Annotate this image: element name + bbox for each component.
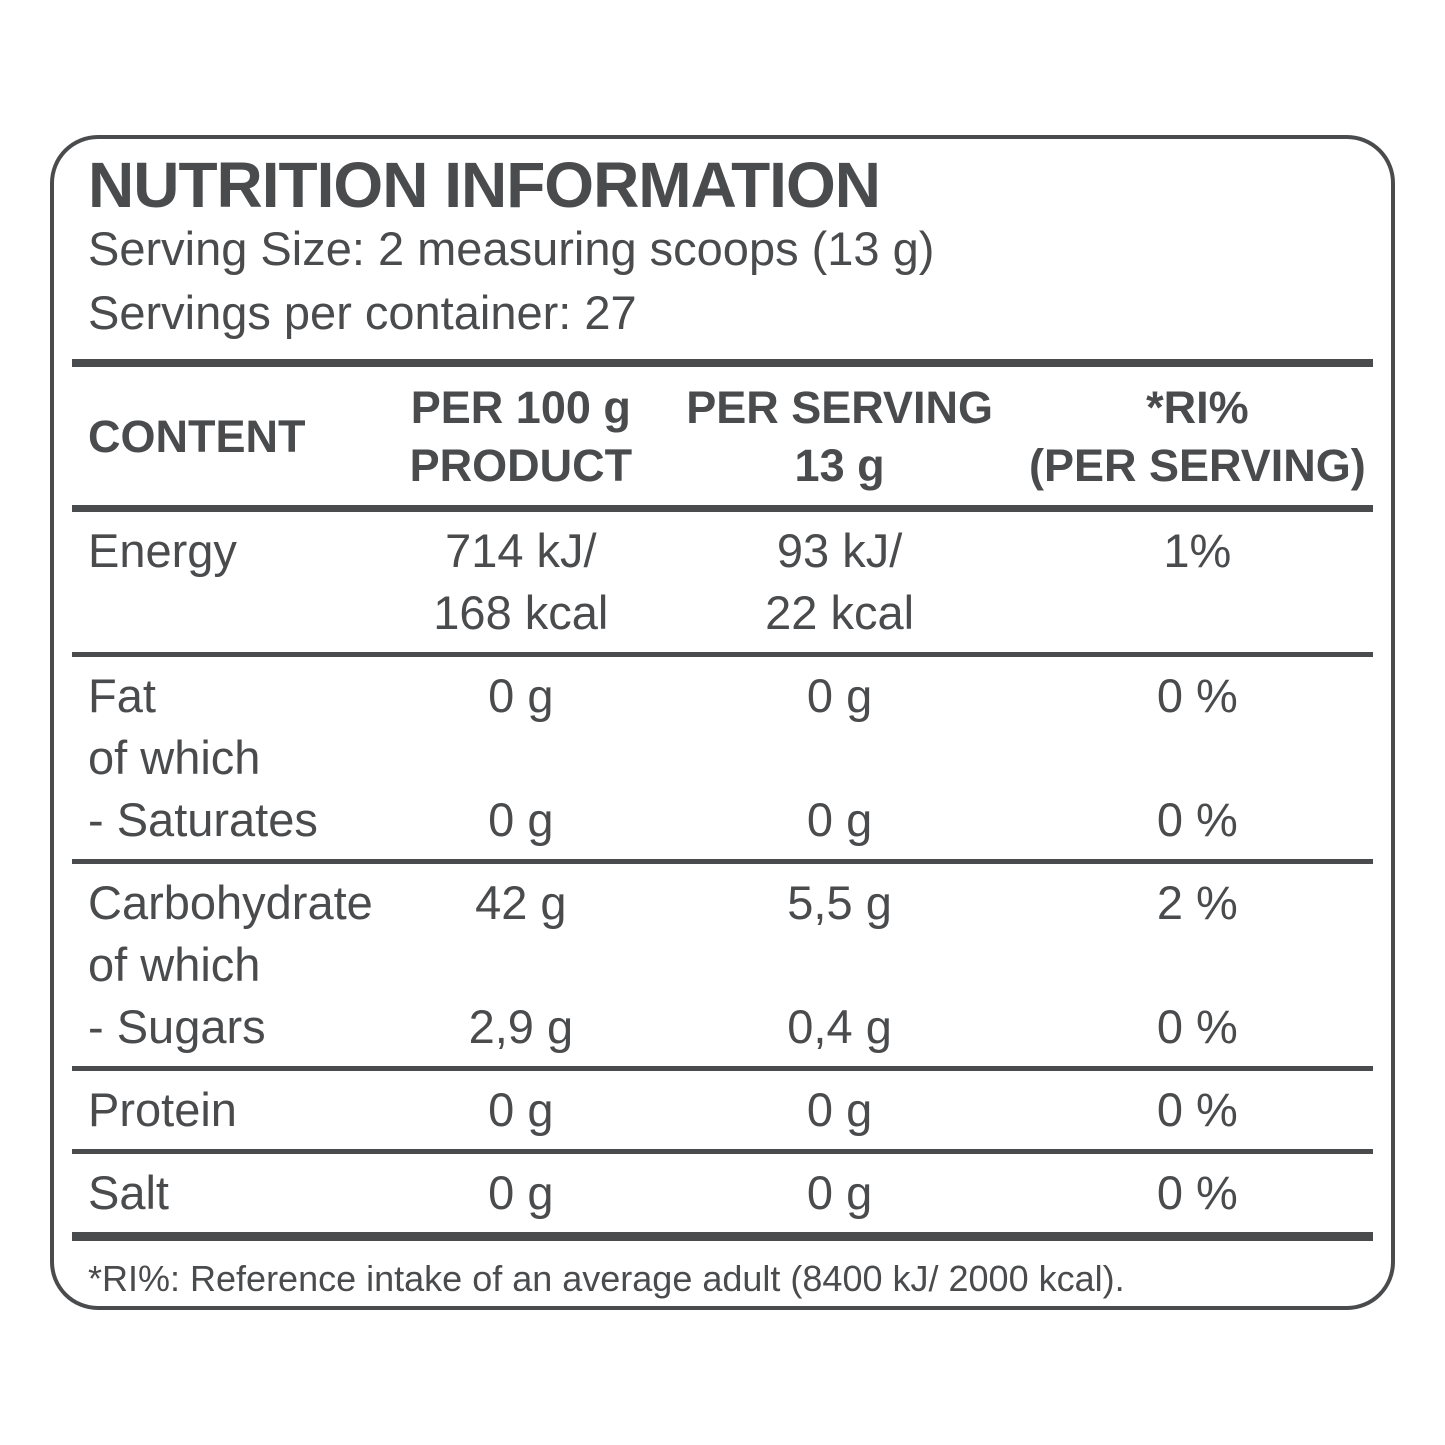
row-fat: Fat 0 g 0 g 0 % of which - Saturates 0 g…: [72, 657, 1373, 859]
column-header-per-100g-line2: PRODUCT: [409, 440, 633, 491]
cell-per100: 42 g: [475, 876, 567, 929]
row-protein-line1: Protein 0 g 0 g 0 %: [72, 1079, 1373, 1141]
divider-row: [72, 1149, 1373, 1154]
divider-row: [72, 652, 1373, 657]
cell-label: Carbohydrate: [88, 876, 373, 929]
divider-bottom: [72, 1232, 1373, 1241]
cell-per100: 714 kJ/: [445, 524, 597, 577]
row-sugars: - Sugars 2,9 g 0,4 g 0 %: [72, 996, 1373, 1058]
cell-per100: 0 g: [488, 1166, 554, 1219]
row-energy-line1: Energy 714 kJ/ 93 kJ/ 1%: [72, 520, 1373, 582]
cell-label: of which: [88, 731, 261, 784]
table-header: CONTENT PER 100 g PRODUCT PER SERVING 13…: [72, 367, 1373, 505]
divider-row: [72, 859, 1373, 864]
row-protein: Protein 0 g 0 g 0 %: [72, 1071, 1373, 1149]
column-header-content: CONTENT: [88, 411, 306, 462]
row-salt: Salt 0 g 0 g 0 %: [72, 1154, 1373, 1232]
cell-label: Protein: [88, 1083, 237, 1136]
cell-serving: 93 kJ/: [776, 524, 903, 577]
column-header-per-serving: PER SERVING 13 g: [657, 379, 1021, 495]
cell-label: Energy: [88, 524, 237, 577]
cell-ri: 0 %: [1156, 1000, 1238, 1053]
cell-per100: 168 kcal: [433, 586, 609, 639]
column-header-ri-percent-line1: *RI%: [1146, 382, 1249, 433]
column-header-per-100g: PER 100 g PRODUCT: [384, 379, 657, 495]
cell-per100: 0 g: [488, 1083, 554, 1136]
cell-label: - Saturates: [88, 793, 318, 846]
column-header-per-100g-line1: PER 100 g: [410, 382, 631, 433]
cell-serving: 0 g: [806, 1166, 873, 1219]
divider-top: [72, 359, 1373, 367]
cell-label: Salt: [88, 1166, 169, 1219]
cell-ri: 0 %: [1156, 669, 1238, 722]
row-saturates: - Saturates 0 g 0 g 0 %: [72, 789, 1373, 851]
servings-per-container-text: Servings per container: 27: [88, 286, 637, 339]
cell-serving: 5,5 g: [787, 876, 892, 929]
cell-ri: 2 %: [1156, 876, 1238, 929]
column-header-per-serving-line2: 13 g: [794, 440, 885, 491]
cell-serving: 22 kcal: [765, 586, 915, 639]
divider-header: [72, 505, 1373, 512]
cell-serving: 0 g: [806, 669, 873, 722]
cell-per100: 0 g: [488, 793, 554, 846]
column-header-per-serving-line1: PER SERVING: [686, 382, 993, 433]
row-carbohydrate: Carbohydrate 42 g 5,5 g 2 % of which - S…: [72, 864, 1373, 1066]
row-carbohydrate-of-which: of which: [72, 934, 1373, 996]
column-header-ri-percent-line2: (PER SERVING): [1028, 440, 1366, 491]
cell-label: - Sugars: [88, 1000, 266, 1053]
label-title: NUTRITION INFORMATION: [88, 149, 881, 221]
divider-row: [72, 1066, 1373, 1071]
serving-size-text: Serving Size: 2 measuring scoops (13 g): [88, 222, 935, 275]
cell-label: Fat: [88, 669, 156, 722]
cell-label: of which: [88, 938, 261, 991]
nutrition-label: NUTRITION INFORMATION Serving Size: 2 me…: [50, 135, 1395, 1310]
column-header-ri-percent: *RI% (PER SERVING): [1022, 379, 1373, 495]
cell-ri: 0 %: [1156, 1166, 1238, 1219]
row-fat-line1: Fat 0 g 0 g 0 %: [72, 665, 1373, 727]
row-carbohydrate-line1: Carbohydrate 42 g 5,5 g 2 %: [72, 872, 1373, 934]
row-energy: Energy 714 kJ/ 93 kJ/ 1% 168 kcal 22 kca…: [72, 512, 1373, 652]
cell-serving: 0,4 g: [787, 1000, 892, 1053]
row-salt-line1: Salt 0 g 0 g 0 %: [72, 1162, 1373, 1224]
cell-per100: 0 g: [488, 669, 554, 722]
cell-ri: 0 %: [1156, 1083, 1238, 1136]
row-fat-of-which: of which: [72, 727, 1373, 789]
cell-ri: 1%: [1163, 524, 1232, 577]
row-energy-line2: 168 kcal 22 kcal: [72, 582, 1373, 644]
ri-footnote: *RI%: Reference intake of an average adu…: [88, 1258, 1125, 1299]
cell-serving: 0 g: [806, 793, 873, 846]
cell-serving: 0 g: [806, 1083, 873, 1136]
cell-ri: 0 %: [1156, 793, 1238, 846]
cell-per100: 2,9 g: [468, 1000, 574, 1053]
